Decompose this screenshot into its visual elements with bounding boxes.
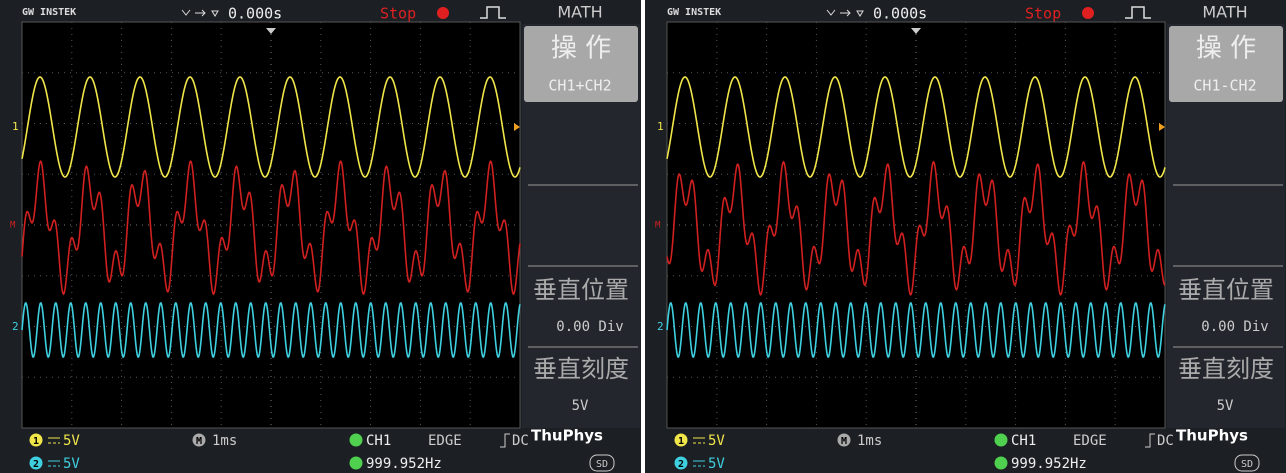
ch2-scale: 5V [708, 456, 725, 472]
menu-op-label: 操 作 [551, 34, 611, 64]
menu-op-label: 操 作 [1196, 34, 1256, 64]
vpos-value: 0.00 Div [556, 319, 623, 335]
channel-badge-label: 1 [33, 436, 39, 447]
vscale-label: 垂直刻度 [533, 355, 629, 383]
menu-title: MATH [557, 3, 602, 22]
watermark: ThuPhys [1176, 427, 1248, 445]
trigger-badge [995, 434, 1008, 447]
ch2-scale: 5V [63, 456, 80, 472]
ch2-marker: 2 [12, 320, 19, 333]
run-state: Stop [1025, 5, 1061, 23]
menu-title: MATH [1202, 3, 1247, 22]
math-marker: M [655, 221, 661, 231]
watermark: ThuPhys [531, 427, 603, 445]
timebase: 1ms [857, 433, 882, 449]
brand: GW INSTEK [22, 7, 76, 18]
vpos-value: 0.00 Div [1201, 319, 1268, 335]
frequency-badge [350, 457, 363, 470]
trigger-source: CH1 [366, 433, 391, 449]
menu-op-value: CH1-CH2 [1193, 77, 1256, 95]
timebase: 1ms [212, 433, 237, 449]
trigger-type: EDGE [1073, 433, 1107, 449]
frequency-badge [995, 457, 1008, 470]
ch1-marker: 1 [657, 120, 664, 133]
brand: GW INSTEK [667, 7, 721, 18]
ch1-scale: 5V [63, 433, 80, 449]
timebase-offset: 0.000s [873, 5, 927, 23]
storage: SD [1241, 459, 1253, 470]
trigger-type: EDGE [428, 433, 462, 449]
trigger-source: CH1 [1011, 433, 1036, 449]
channel-badge-label: 1 [678, 436, 684, 447]
ch1-marker: 1 [12, 120, 19, 133]
vscale-value: 5V [572, 398, 589, 414]
vpos-label: 垂直位置 [533, 276, 629, 304]
run-state-dot [1082, 7, 1094, 19]
ch1-scale: 5V [708, 433, 725, 449]
channel-badge-label: M [841, 436, 847, 447]
channel-badge-label: 2 [678, 459, 684, 470]
page: 1 M 2 GW INSTEK 0.000s Stop MATH 操 作 CH1+CH2 垂直位置… [0, 0, 1286, 473]
trigger-coupling: DC [1157, 433, 1174, 449]
trigger-coupling: DC [512, 433, 529, 449]
frequency: 999.952Hz [1011, 456, 1087, 472]
timebase-offset: 0.000s [228, 5, 282, 23]
math-marker: M [10, 221, 16, 231]
vpos-label: 垂直位置 [1178, 276, 1274, 304]
menu-op-value: CH1+CH2 [548, 77, 611, 95]
vscale-value: 5V [1217, 398, 1234, 414]
channel-badge-label: 2 [33, 459, 39, 470]
trigger-badge [350, 434, 363, 447]
storage: SD [596, 459, 608, 470]
ch2-marker: 2 [657, 320, 664, 333]
channel-badge-label: M [196, 436, 202, 447]
scope-screen: 1 M 2 GW INSTEK 0.000s Stop MATH 操 作 CH1+CH2 垂直位置… [0, 0, 641, 473]
vscale-label: 垂直刻度 [1178, 355, 1274, 383]
oscilloscope-screens: 1 M 2 GW INSTEK 0.000s Stop MATH 操 作 CH1+CH2 垂直位置… [0, 0, 1286, 473]
frequency: 999.952Hz [366, 456, 442, 472]
run-state: Stop [380, 5, 416, 23]
run-state-dot [437, 7, 449, 19]
scope-screen: 1 M 2 GW INSTEK 0.000s Stop MATH 操 作 CH1-CH2 垂直位置… [645, 0, 1286, 473]
